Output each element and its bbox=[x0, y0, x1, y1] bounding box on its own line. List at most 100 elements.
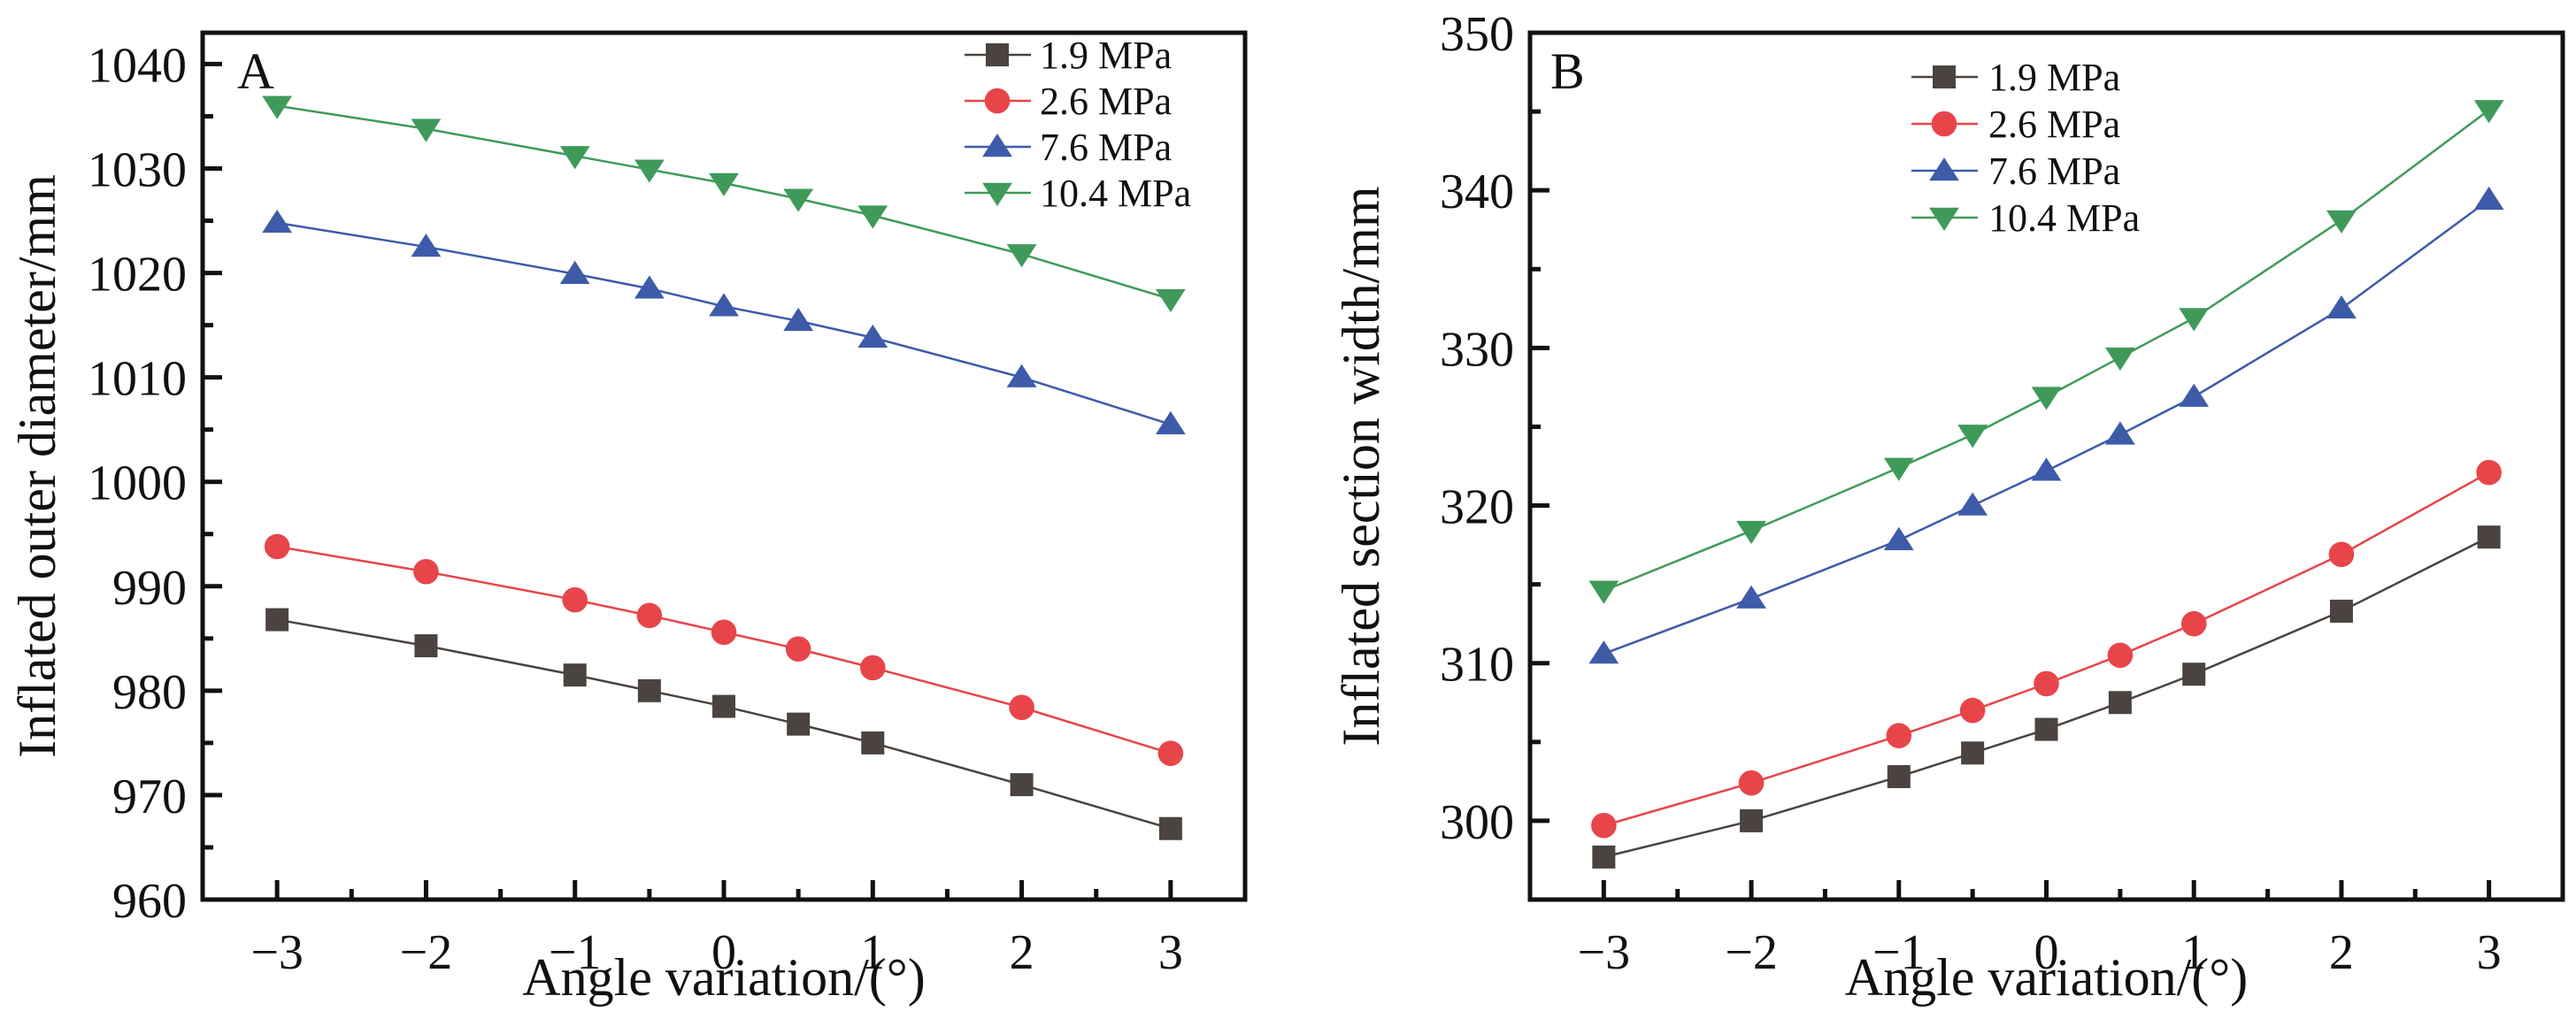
data-point bbox=[1886, 723, 1912, 748]
legend-marker bbox=[1929, 157, 1959, 181]
x-tick-label: −2 bbox=[1725, 925, 1778, 980]
data-point bbox=[785, 636, 811, 662]
data-point bbox=[2031, 387, 2062, 410]
data-point bbox=[1006, 244, 1037, 268]
data-point bbox=[1738, 770, 1765, 796]
panel-label: A bbox=[237, 42, 274, 100]
series-line bbox=[276, 545, 1172, 755]
legend-marker bbox=[984, 88, 1011, 114]
data-point bbox=[1887, 765, 1911, 789]
data-point bbox=[2104, 421, 2135, 445]
data-point bbox=[1957, 492, 1988, 516]
x-tick-label: 3 bbox=[1158, 925, 1183, 980]
data-point bbox=[1158, 816, 1182, 840]
series-10_4-MPa bbox=[1588, 100, 2504, 604]
y-tick-label: 300 bbox=[1440, 795, 1514, 850]
data-point bbox=[1961, 741, 1985, 765]
data-point bbox=[637, 678, 661, 702]
data-point bbox=[559, 260, 590, 284]
data-point bbox=[2104, 347, 2135, 372]
data-point bbox=[2473, 186, 2504, 211]
data-point bbox=[2329, 599, 2353, 623]
legend-label: 2.6 MPa bbox=[1988, 103, 2120, 146]
series-2_6-MPa bbox=[264, 533, 1184, 766]
x-axis-title: Angle variation/(°) bbox=[1845, 948, 2249, 1007]
series-7_6-MPa bbox=[262, 209, 1186, 434]
x-tick-label: 1 bbox=[860, 925, 885, 980]
x-tick-label: −1 bbox=[1872, 925, 1926, 980]
x-tick-label: −3 bbox=[250, 925, 304, 980]
data-point bbox=[709, 293, 739, 317]
data-point bbox=[711, 619, 737, 646]
data-point bbox=[857, 205, 888, 229]
legend-label: 1.9 MPa bbox=[1040, 34, 1172, 77]
data-point bbox=[712, 694, 735, 718]
data-point bbox=[709, 172, 739, 196]
series-line bbox=[1603, 198, 2490, 655]
data-point bbox=[264, 533, 290, 560]
data-point bbox=[2031, 457, 2062, 481]
data-point bbox=[1155, 410, 1186, 434]
data-point bbox=[2034, 717, 2058, 741]
data-point bbox=[1959, 697, 1986, 724]
data-point bbox=[2179, 308, 2210, 332]
series-line bbox=[1603, 536, 2490, 859]
y-tick-label: 1010 bbox=[88, 352, 187, 407]
x-tick-label: −2 bbox=[400, 925, 453, 980]
x-axis-title: Angle variation/(°) bbox=[522, 948, 926, 1007]
legend-item: 2.6 MPa bbox=[1911, 103, 2120, 146]
series-line bbox=[276, 104, 1172, 301]
legend-item: 7.6 MPa bbox=[965, 126, 1172, 169]
y-tick-label: 980 bbox=[112, 665, 187, 720]
y-tick-label: 1020 bbox=[88, 248, 187, 303]
x-tick-label: 0 bbox=[2034, 925, 2059, 980]
legend-marker bbox=[1933, 65, 1956, 88]
data-point bbox=[411, 119, 442, 142]
data-point bbox=[861, 731, 885, 755]
y-tick-label: 970 bbox=[112, 770, 187, 824]
data-point bbox=[265, 608, 289, 632]
panel-b: −3 −2 −1 0 1 2 3 300 310 320 330 340 350 Angle variat… bbox=[1332, 7, 2565, 1007]
x-tick-label: 1 bbox=[2181, 925, 2206, 980]
data-point bbox=[262, 209, 293, 234]
data-point bbox=[783, 307, 814, 332]
data-point bbox=[413, 558, 439, 585]
legend-item: 7.6 MPa bbox=[1911, 149, 2120, 193]
data-point bbox=[1591, 812, 1617, 839]
data-point bbox=[1592, 845, 1616, 869]
legend-label: 10.4 MPa bbox=[1040, 172, 1191, 215]
y-tick-label: 330 bbox=[1440, 322, 1514, 377]
series-2_6-MPa bbox=[1591, 459, 2502, 839]
data-point bbox=[2477, 525, 2501, 549]
x-tick-label: 3 bbox=[2477, 925, 2502, 980]
series-7_6-MPa bbox=[1588, 186, 2504, 664]
data-point bbox=[2107, 642, 2134, 669]
y-tick-label: 320 bbox=[1440, 480, 1514, 535]
data-point bbox=[2476, 459, 2502, 486]
data-point bbox=[563, 663, 587, 687]
y-tick-label: 990 bbox=[112, 561, 187, 616]
x-tick-label: 2 bbox=[2329, 925, 2354, 980]
legend-item: 2.6 MPa bbox=[965, 80, 1172, 123]
data-point bbox=[636, 602, 663, 629]
data-point bbox=[1155, 288, 1186, 313]
data-point bbox=[2034, 670, 2059, 697]
data-point bbox=[1957, 425, 1988, 448]
legend-label: 7.6 MPa bbox=[1040, 126, 1172, 169]
data-point bbox=[1588, 580, 1619, 604]
data-point bbox=[2328, 541, 2355, 568]
data-point bbox=[2473, 100, 2504, 124]
data-point bbox=[1010, 773, 1034, 797]
data-point bbox=[634, 159, 665, 183]
data-point bbox=[787, 712, 811, 736]
data-point bbox=[2180, 610, 2207, 637]
panel-a: −3 −2 −1 0 1 2 3 960 970 980 990 1000 1010 1020 1030 10… bbox=[8, 30, 1248, 1007]
legend-label: 1.9 MPa bbox=[1988, 56, 2120, 99]
series-line bbox=[1603, 471, 2490, 827]
x-tick-label: 0 bbox=[711, 925, 736, 980]
x-tick-label: −3 bbox=[1578, 925, 1631, 980]
y-tick-label: 1000 bbox=[88, 456, 187, 511]
legend-marker bbox=[1929, 207, 1959, 231]
series-10_4-MPa bbox=[262, 96, 1186, 313]
legend-marker bbox=[982, 134, 1012, 157]
